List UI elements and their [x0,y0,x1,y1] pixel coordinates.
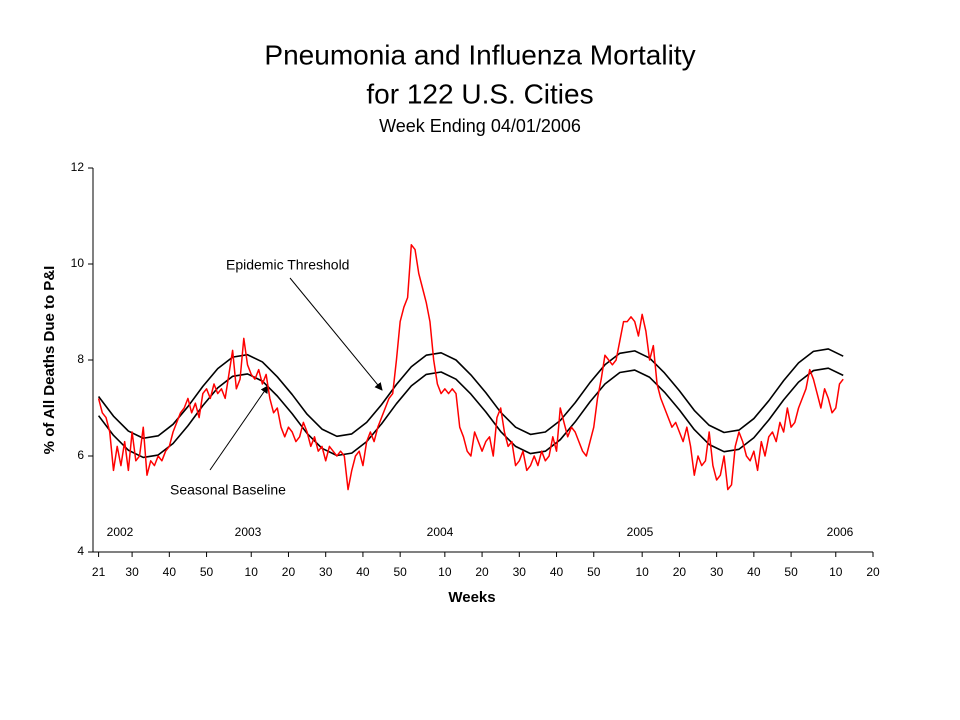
x-tick-label: 20 [282,565,296,579]
x-tick-label: 20 [475,565,489,579]
year-label: 2004 [427,525,454,539]
x-tick-label: 21 [92,565,106,579]
y-tick-label: 4 [77,544,84,558]
y-tick-label: 6 [77,448,84,462]
y-tick-label: 10 [71,256,85,270]
y-tick-label: 12 [71,160,85,174]
x-tick-label: 40 [550,565,564,579]
x-tick-label: 30 [125,565,139,579]
x-tick-label: 30 [319,565,333,579]
chart-title: Pneumonia and Influenza Mortality [264,39,695,70]
x-tick-label: 40 [747,565,761,579]
x-tick-label: 50 [587,565,601,579]
chart-subtitle: Week Ending 04/01/2006 [379,116,581,136]
annotation-arrow [209,385,269,471]
x-tick-label: 50 [393,565,407,579]
y-axis-label: % of All Deaths Due to P&I [41,266,58,455]
x-tick-label: 40 [356,565,370,579]
x-tick-label: 40 [163,565,177,579]
x-tick-label: 20 [866,565,880,579]
x-tick-label: 30 [710,565,724,579]
x-tick-label: 10 [829,565,843,579]
x-tick-label: 20 [673,565,687,579]
year-label: 2006 [827,525,854,539]
year-label: 2005 [627,525,654,539]
annotation: Seasonal Baseline [170,482,286,498]
series-line [97,367,844,459]
series-line [97,244,844,491]
annotation: Epidemic Threshold [226,257,349,273]
year-label: 2002 [107,525,134,539]
x-tick-label: 30 [513,565,527,579]
year-label: 2003 [235,525,262,539]
chart-title-line2: for 122 U.S. Cities [366,78,593,109]
x-tick-label: 50 [200,565,214,579]
y-tick-label: 8 [77,352,84,366]
x-tick-label: 10 [438,565,452,579]
x-axis-label: Weeks [448,589,495,606]
x-tick-label: 10 [245,565,259,579]
x-tick-label: 10 [635,565,649,579]
x-tick-label: 50 [784,565,798,579]
annotation-arrow [289,277,383,391]
series-line [97,348,844,440]
